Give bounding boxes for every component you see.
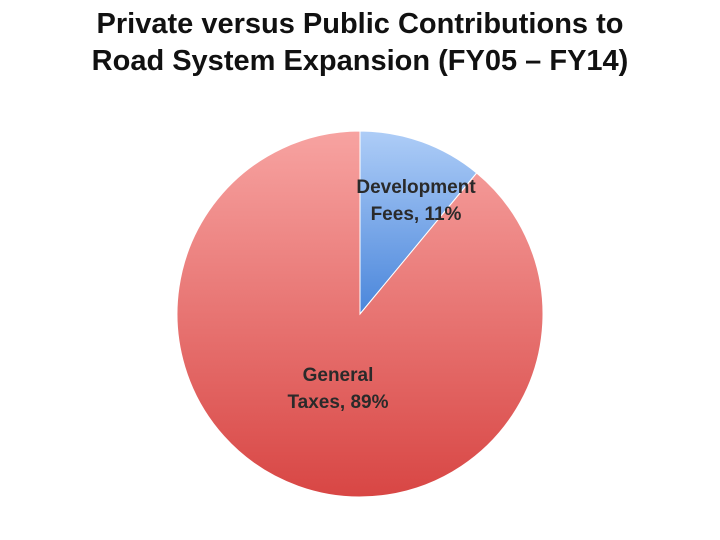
pie-slice-development-fees <box>359 130 478 316</box>
slice-label-general-taxes-line-1: General <box>303 365 374 386</box>
slice-label-development-fees: Development Fees, 11% <box>356 177 476 225</box>
slice-label-general-taxes-line-2: Taxes, 89% <box>287 392 388 413</box>
slice-label-general-taxes: General Taxes, 89% <box>287 365 388 413</box>
chart-title-line-2: Road System Expansion (FY05 – FY14) <box>91 45 629 77</box>
pie-slice-general-taxes <box>176 130 544 498</box>
chart-title: Private versus Public Contributions to R… <box>0 6 720 80</box>
chart-title-line-1: Private versus Public Contributions to <box>96 8 624 40</box>
slice-label-development-fees-line-2: Fees, 11% <box>371 204 462 225</box>
slice-label-development-fees-line-1: Development <box>356 177 476 198</box>
